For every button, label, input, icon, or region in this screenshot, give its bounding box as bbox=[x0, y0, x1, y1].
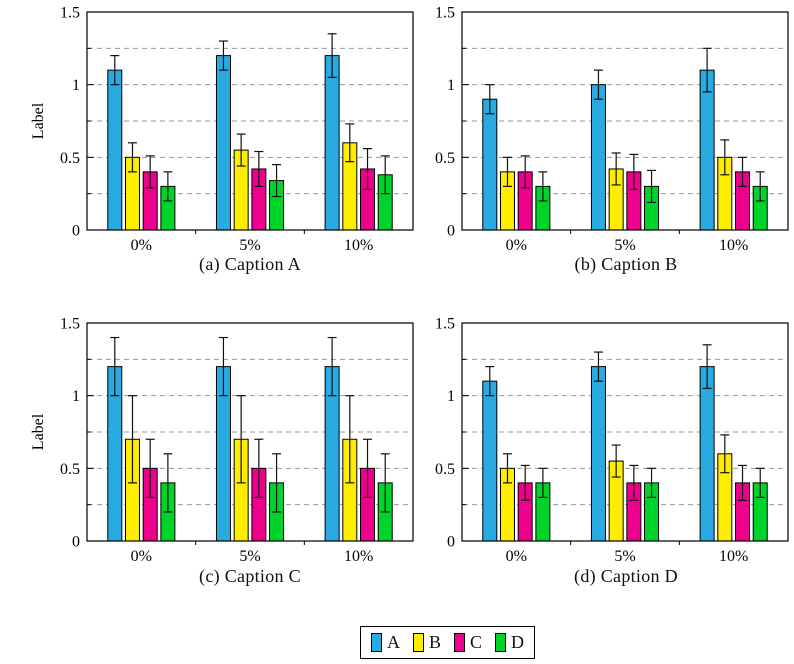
y-tick-label: 1 bbox=[72, 388, 80, 405]
y-tick-label: 0 bbox=[447, 223, 455, 240]
bar-b-A-1 bbox=[590, 84, 606, 231]
y-tick-label: 1.5 bbox=[60, 316, 80, 333]
legend-item-b: B bbox=[413, 632, 441, 653]
bar-d-A-2 bbox=[699, 366, 715, 542]
y-tick-label: 0 bbox=[447, 534, 455, 551]
y-tick-label: 1 bbox=[447, 388, 455, 405]
y-tick-label: 0.5 bbox=[435, 461, 455, 478]
y-tick-label: 0.5 bbox=[60, 461, 80, 478]
y-tick-label: 1.5 bbox=[435, 5, 455, 22]
caption-c: (c) Caption C bbox=[199, 566, 301, 586]
x-tick-label: 0% bbox=[131, 548, 152, 565]
legend-label-c: C bbox=[470, 632, 483, 652]
x-tick-label: 0% bbox=[506, 237, 527, 254]
x-tick-label: 0% bbox=[506, 548, 527, 565]
x-tick-label: 10% bbox=[344, 548, 373, 565]
x-tick-label: 10% bbox=[719, 237, 748, 254]
legend-label-a: A bbox=[387, 632, 400, 652]
subplot-b: 0 0.5 1 1.5 0% 5% 10% bbox=[435, 5, 789, 254]
y-tick-label: 0.5 bbox=[435, 150, 455, 167]
y-tick-label: 1 bbox=[447, 77, 455, 94]
legend-item-d: D bbox=[495, 632, 524, 653]
legend-item-a: A bbox=[371, 632, 400, 653]
subplot-d: 0 0.5 1 1.5 0% 5% 10% bbox=[435, 316, 789, 565]
y-axis-label: Label bbox=[30, 413, 47, 450]
caption-d: (d) Caption D bbox=[574, 566, 678, 586]
bar-d-A-0 bbox=[482, 380, 498, 542]
x-tick-label: 5% bbox=[614, 237, 635, 254]
legend-swatch-a bbox=[371, 633, 382, 652]
bar-b-A-2 bbox=[699, 69, 715, 231]
legend-swatch-d bbox=[495, 633, 507, 652]
legend: A B C D bbox=[360, 626, 536, 659]
y-tick-label: 1.5 bbox=[435, 316, 455, 333]
legend-swatch-b bbox=[413, 633, 424, 652]
y-tick-label: 0 bbox=[72, 223, 80, 240]
x-tick-label: 5% bbox=[239, 548, 260, 565]
x-tick-label: 5% bbox=[614, 548, 635, 565]
legend-label-d: D bbox=[511, 632, 525, 652]
x-tick-label: 0% bbox=[131, 237, 152, 254]
y-tick-label: 1.5 bbox=[60, 5, 80, 22]
bar-a-A-0 bbox=[107, 69, 123, 231]
y-tick-label: 0 bbox=[72, 534, 80, 551]
y-axis-label: Label bbox=[30, 102, 47, 139]
caption-b: (b) Caption B bbox=[574, 254, 678, 274]
subplot-c: 0 0.5 1 1.5 0% 5% 10% Label bbox=[30, 316, 414, 565]
legend-label-b: B bbox=[429, 632, 442, 652]
x-tick-label: 10% bbox=[344, 237, 373, 254]
y-tick-label: 0.5 bbox=[60, 150, 80, 167]
x-tick-label: 5% bbox=[239, 237, 260, 254]
caption-a: (a) Caption A bbox=[199, 254, 301, 274]
legend-item-c: C bbox=[454, 632, 482, 653]
legend-swatch-c bbox=[454, 633, 466, 652]
bar-a-A-2 bbox=[324, 55, 340, 231]
y-tick-label: 1 bbox=[72, 77, 80, 94]
bar-d-A-1 bbox=[590, 366, 606, 542]
bar-b-A-0 bbox=[482, 98, 498, 231]
subplot-a: 0 0.5 1 1.5 0% 5% 10% Label bbox=[30, 5, 414, 254]
x-tick-label: 10% bbox=[719, 548, 748, 565]
bar-a-A-1 bbox=[215, 55, 231, 231]
